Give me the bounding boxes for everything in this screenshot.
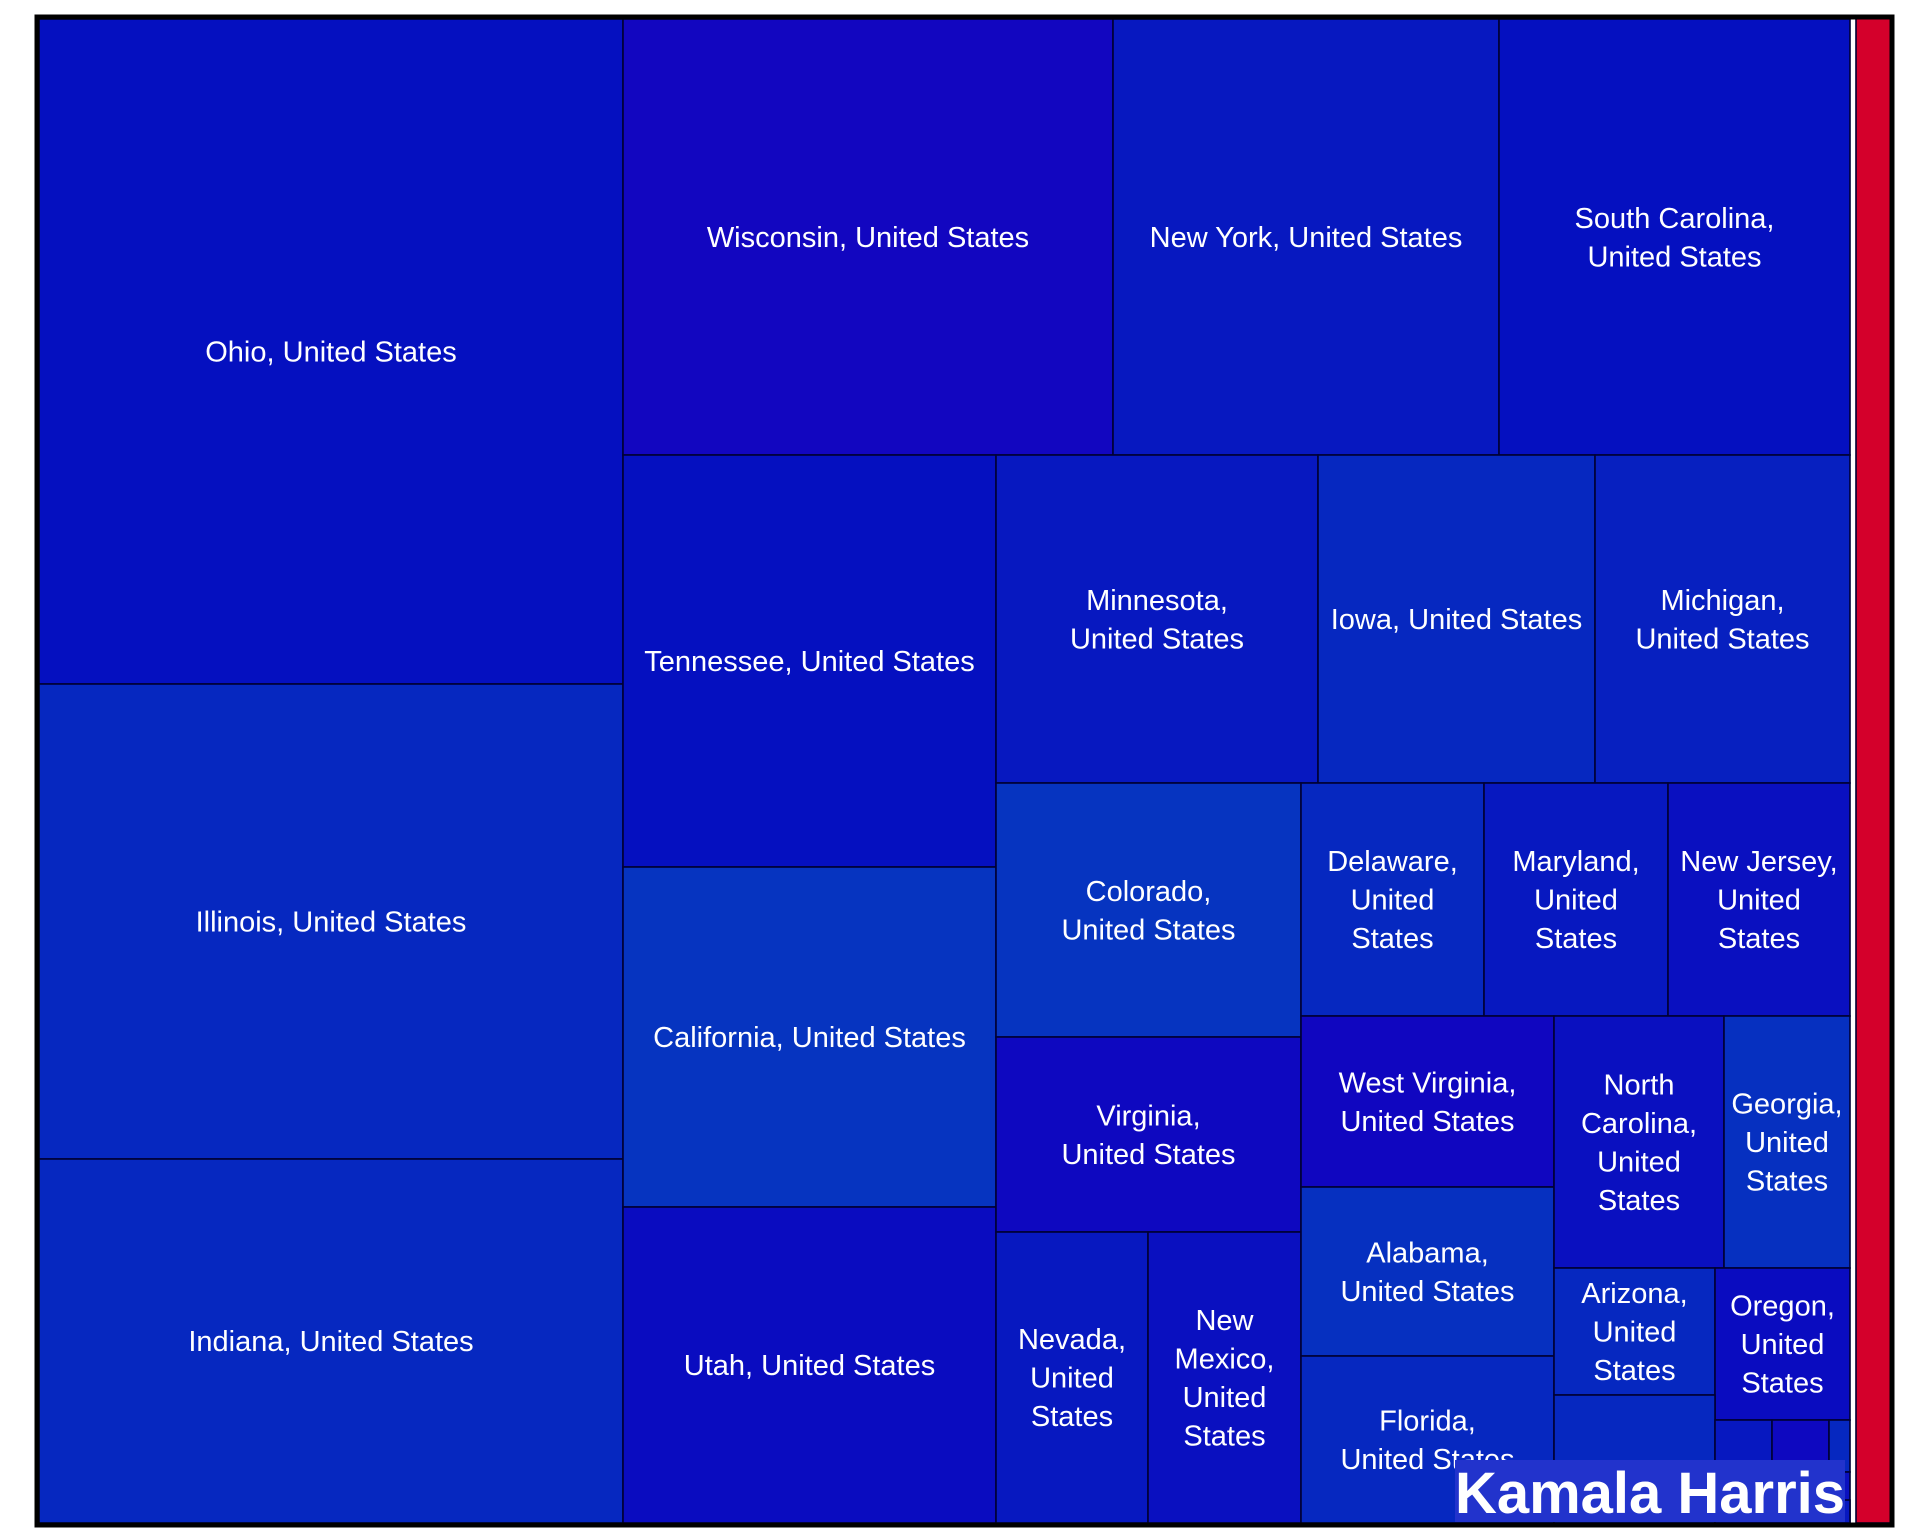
treemap-cell-label: Indiana, United States [188, 1326, 473, 1358]
treemap-cell-label: Virginia, United States [1061, 1100, 1235, 1171]
treemap-cell-label: West Virginia, United States [1339, 1067, 1517, 1138]
treemap-cell-label: New York, United States [1150, 222, 1463, 254]
treemap-cell-label: California, United States [653, 1022, 966, 1054]
treemap-cell [622, 454, 997, 868]
treemap-cell-label: Delaware, United States [1327, 846, 1458, 955]
treemap-cell-label: Florida, United States [1340, 1405, 1514, 1476]
treemap-cell-label: New Mexico, United States [1175, 1305, 1275, 1453]
treemap-cell-label: Tennessee, United States [644, 646, 974, 678]
treemap-cells: Ohio, United States Illinois, United Stat… [38, 18, 1851, 1524]
chart-frame [34, 14, 1895, 1528]
treemap-cell-label: Minnesota, United States [1070, 585, 1244, 656]
treemap-cell [1147, 1231, 1302, 1524]
treemap-cell [1300, 782, 1485, 1017]
treemap-cell-label: Alabama, United States [1340, 1237, 1514, 1308]
treemap-cell [622, 866, 997, 1208]
treemap-cell [38, 1158, 624, 1524]
candidate-label: Kamala Harris [1455, 1461, 1845, 1526]
treemap-cell [995, 1036, 1302, 1233]
treemap-cell [995, 454, 1319, 784]
brand-label-background [1455, 1460, 1845, 1522]
treemap-cell-label: South Carolina, United States [1575, 203, 1775, 274]
treemap-cell [1112, 18, 1500, 456]
treemap-cell [1300, 1186, 1555, 1357]
treemap-cell [622, 18, 1114, 456]
treemap-cell-label: Georgia, United States [1731, 1089, 1842, 1198]
treemap-cell-label: North Carolina, United States [1581, 1069, 1697, 1217]
treemap-cell-label: Arizona, United States [1581, 1278, 1687, 1387]
treemap-cell [1723, 1015, 1851, 1269]
treemap-cell [1714, 1267, 1851, 1421]
treemap-cell-label: Illinois, United States [196, 907, 467, 939]
treemap-cell [622, 1206, 997, 1524]
treemap-cell [38, 683, 624, 1160]
treemap-cell-label: Michigan, United States [1635, 585, 1809, 656]
treemap-cell-label: Iowa, United States [1331, 604, 1582, 636]
treemap-cell-label: Oregon, United States [1730, 1291, 1835, 1400]
treemap-cell [1317, 454, 1596, 784]
treemap-cell-label: Maryland, United States [1512, 846, 1639, 955]
treemap-cell [1667, 782, 1851, 1017]
treemap-cell [38, 18, 624, 685]
other-candidate-cell [1855, 17, 1893, 1524]
treemap-cell-label: Ohio, United States [205, 337, 456, 369]
treemap-cell [1594, 454, 1851, 784]
treemap-cell-label: Nevada, United States [1018, 1324, 1126, 1433]
treemap-cell [995, 782, 1302, 1038]
treemap-cell-label: Colorado, United States [1061, 876, 1235, 947]
treemap-cell [995, 1231, 1149, 1524]
treemap-cell [1300, 1015, 1555, 1188]
treemap-cell [1498, 18, 1851, 456]
treemap-cell [1553, 1015, 1725, 1269]
treemap-cell [1483, 782, 1669, 1017]
treemap-cell-label: Wisconsin, United States [707, 222, 1029, 254]
treemap-cell-label: Utah, United States [684, 1350, 935, 1382]
treemap-cell-label: New Jersey, United States [1680, 846, 1837, 955]
